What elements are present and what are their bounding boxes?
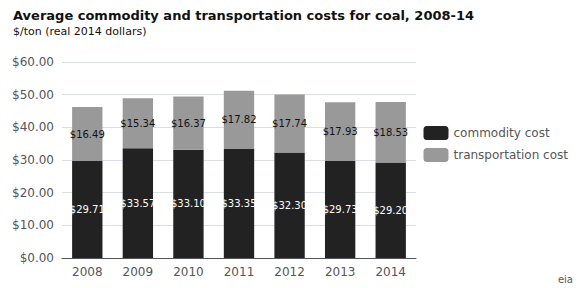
- svg-text:2012: 2012: [274, 265, 305, 279]
- svg-text:eia: eia: [558, 274, 573, 285]
- svg-text:$18.53: $18.53: [373, 127, 408, 138]
- svg-text:$40.00: $40.00: [12, 120, 54, 134]
- svg-text:$33.35: $33.35: [222, 198, 257, 209]
- svg-text:2011: 2011: [224, 265, 255, 279]
- svg-text:2014: 2014: [375, 265, 406, 279]
- svg-text:$17.82: $17.82: [222, 114, 257, 125]
- svg-text:transportation cost: transportation cost: [454, 148, 569, 162]
- svg-text:$29.20: $29.20: [373, 205, 408, 216]
- svg-text:$20.00: $20.00: [12, 186, 54, 200]
- svg-text:$29.71: $29.71: [70, 204, 105, 215]
- svg-text:$29.73: $29.73: [323, 204, 358, 215]
- svg-text:$10.00: $10.00: [12, 218, 54, 232]
- svg-text:$50.00: $50.00: [12, 88, 54, 102]
- svg-text:2009: 2009: [123, 265, 154, 279]
- svg-text:2008: 2008: [72, 265, 103, 279]
- svg-text:$/ton (real 2014 dollars): $/ton (real 2014 dollars): [13, 25, 146, 38]
- svg-text:$0.00: $0.00: [20, 251, 54, 265]
- svg-text:$17.93: $17.93: [323, 126, 358, 137]
- svg-text:2013: 2013: [325, 265, 356, 279]
- svg-text:Average commodity and transpor: Average commodity and transportation cos…: [13, 8, 474, 23]
- svg-text:commodity cost: commodity cost: [454, 126, 550, 140]
- svg-text:$32.30: $32.30: [272, 200, 307, 211]
- svg-text:$16.37: $16.37: [171, 118, 206, 129]
- svg-text:$33.57: $33.57: [120, 198, 155, 209]
- svg-text:$33.10: $33.10: [171, 198, 206, 209]
- svg-text:2010: 2010: [173, 265, 204, 279]
- svg-text:$16.49: $16.49: [70, 129, 105, 140]
- svg-text:$17.74: $17.74: [272, 118, 307, 129]
- svg-text:$60.00: $60.00: [12, 55, 54, 69]
- svg-text:$15.34: $15.34: [120, 118, 155, 129]
- svg-text:$30.00: $30.00: [12, 153, 54, 167]
